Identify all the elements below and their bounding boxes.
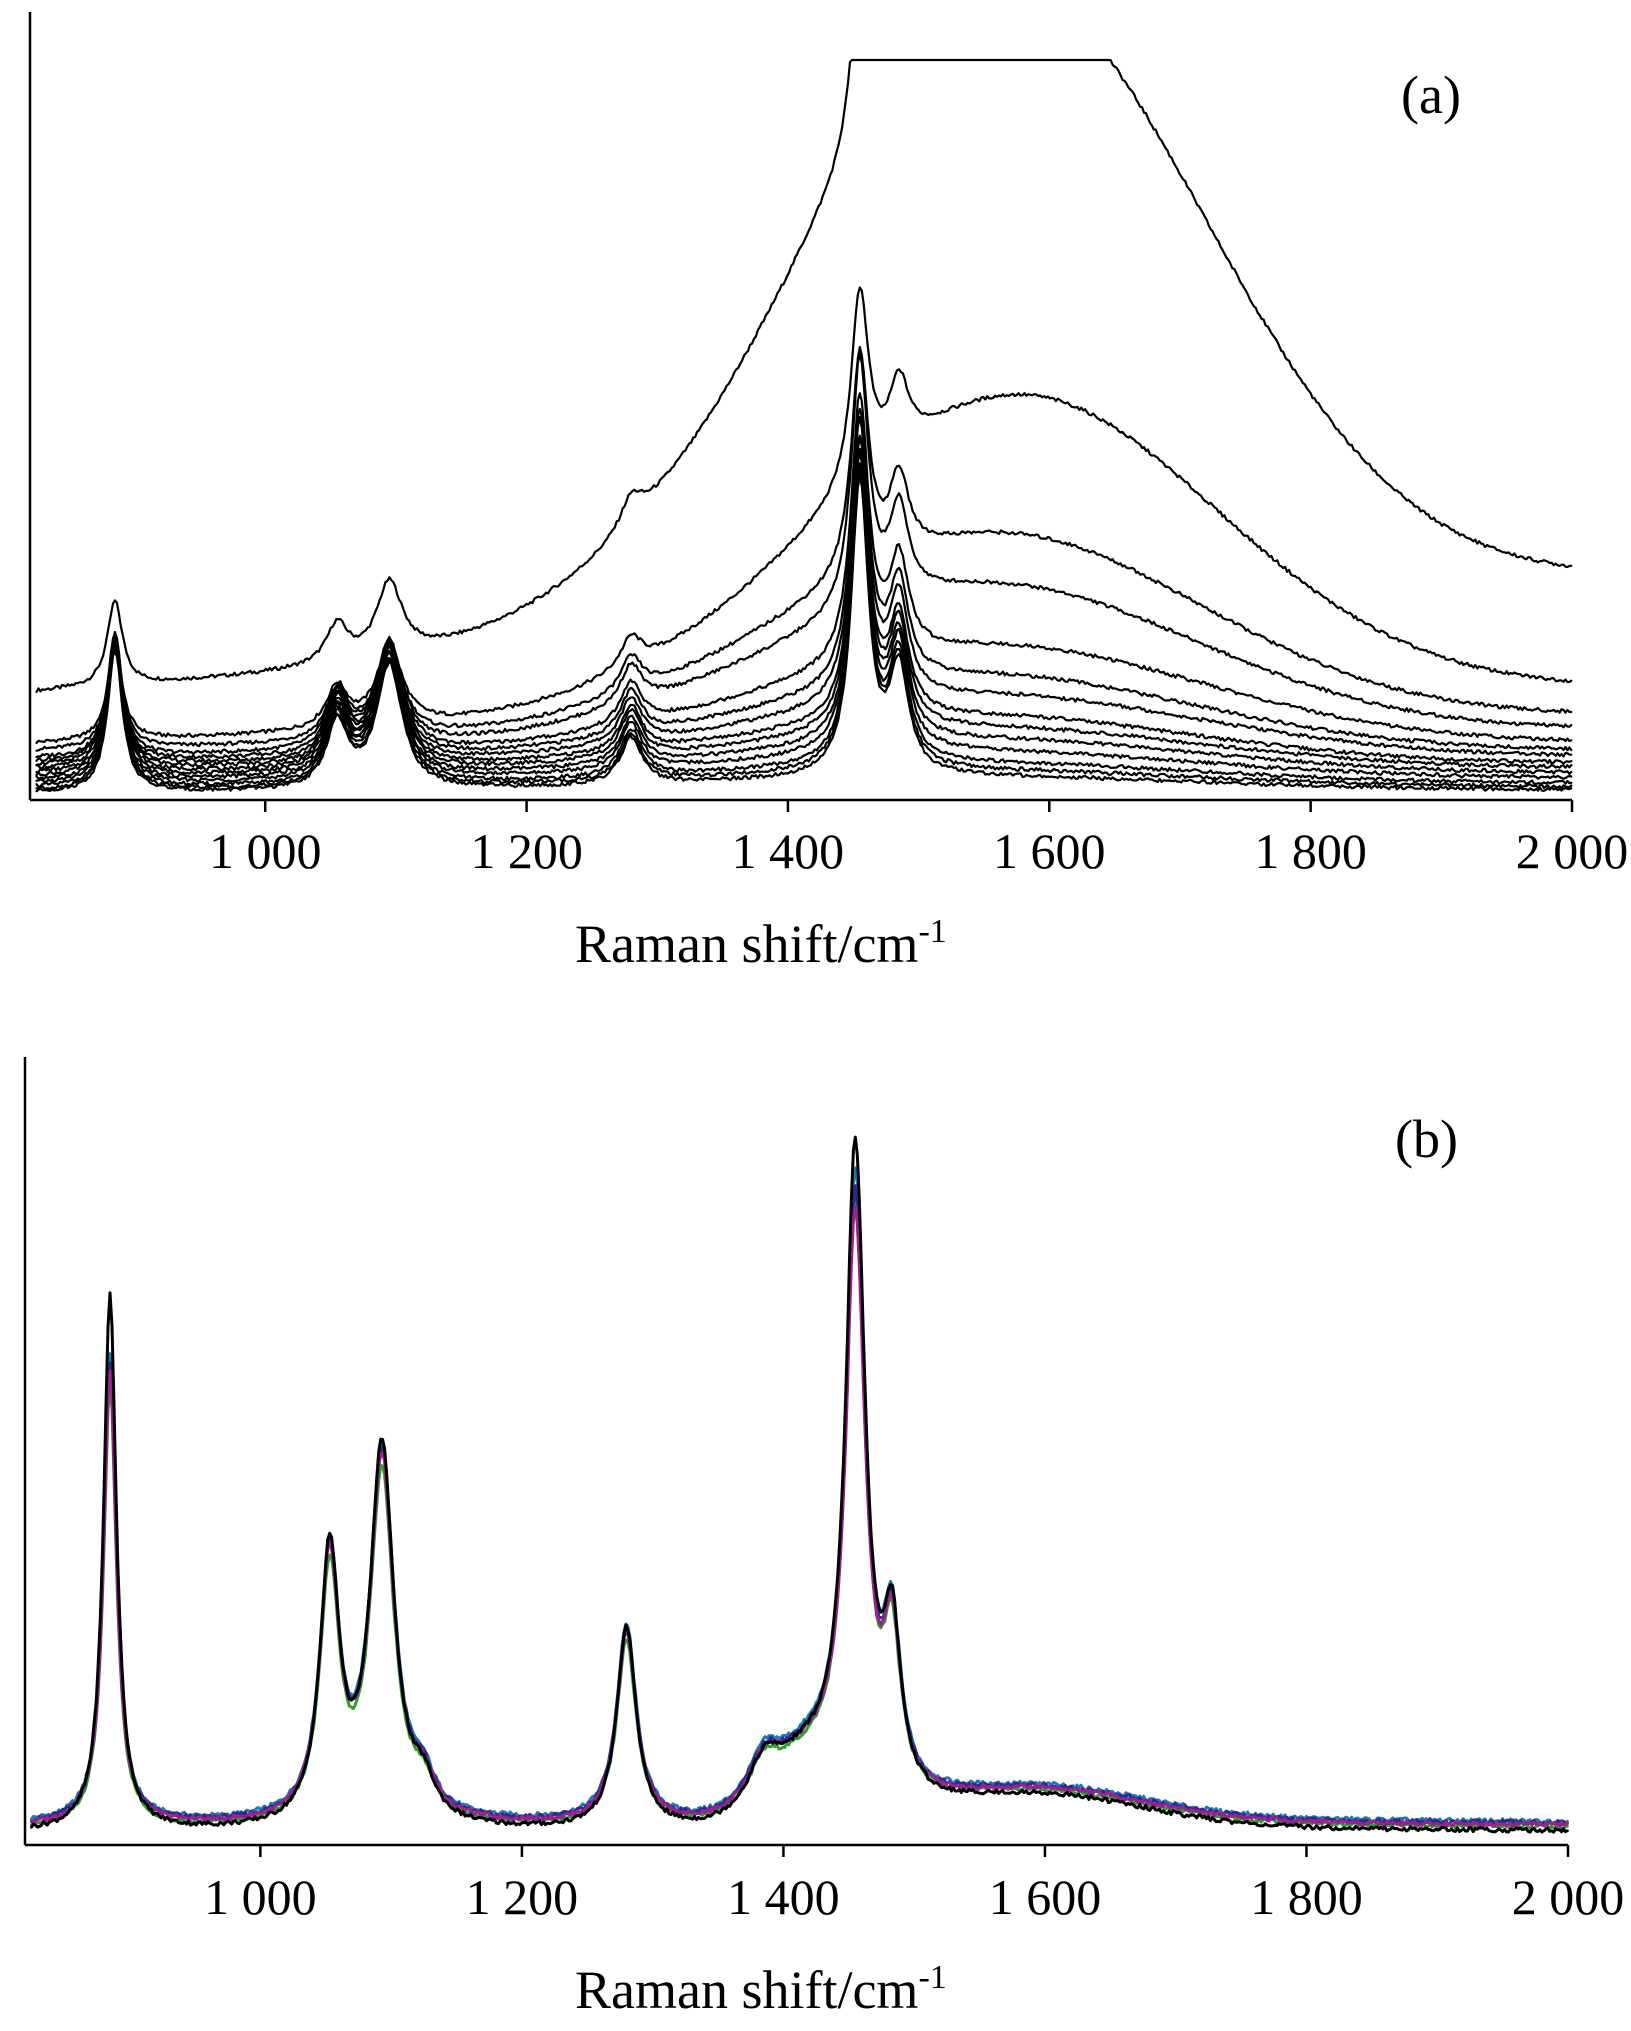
panel-a-x-tick-label: 1 600 xyxy=(993,823,1106,879)
panel-a-plot-area xyxy=(35,58,1573,793)
panel-a-spectrum-line xyxy=(35,58,1573,694)
panel-b-x-axis-title-sup: -1 xyxy=(918,1959,946,1996)
panel-a-spectrum-line xyxy=(35,434,1573,774)
panel-a-x-axis-title-text: Raman shift/cm xyxy=(575,914,918,974)
panel-a-x-tick-label: 1 000 xyxy=(209,823,322,879)
panel-a-x-tick-label: 1 200 xyxy=(470,823,583,879)
panel-b-spectrum-line xyxy=(30,1184,1569,1827)
panel-a-label: (a) xyxy=(1401,65,1461,125)
panel-a-spectrum-line xyxy=(35,407,1573,767)
panel-a-x-tick-label: 2 000 xyxy=(1516,823,1629,879)
panel-b-spectrum-line xyxy=(30,1204,1569,1828)
panel-b-plot-area xyxy=(30,1135,1569,1834)
panel-b-x-tick-label: 1 800 xyxy=(1250,1869,1363,1925)
panel-b-label: (b) xyxy=(1395,1109,1458,1169)
panel-a-spectrum-line xyxy=(35,451,1573,784)
panel-a-spectrum-line xyxy=(35,415,1573,770)
panel-a-spectrum-line xyxy=(35,353,1573,759)
panel-a-x-ticks: 1 000 1 200 1 400 1 600 1 800 2 000 xyxy=(209,800,1628,879)
panel-a-spectrum-line xyxy=(35,346,1573,752)
panel-b-chart: 1 000 1 200 1 400 1 600 1 800 2 000 (b) Raman… xyxy=(23,1057,1624,2020)
panel-a-spectrum-line xyxy=(35,447,1573,781)
panel-b-x-axis-title-text: Raman shift/cm xyxy=(575,1960,918,2020)
panel-a-x-axis-title-sup: -1 xyxy=(918,913,946,950)
panel-a-spectrum-line xyxy=(35,468,1573,791)
panel-a-chart: 1 000 1 200 1 400 1 600 1 800 2 000 (a) Raman… xyxy=(28,12,1628,974)
panel-b-spectrum-line xyxy=(30,1166,1569,1825)
panel-a-spectrum-line xyxy=(35,286,1573,745)
panel-b-x-tick-label: 2 000 xyxy=(1512,1869,1625,1925)
panel-b-x-tick-label: 1 400 xyxy=(727,1869,840,1925)
panel-b-x-tick-label: 1 600 xyxy=(989,1869,1102,1925)
panel-b-x-axis-title: Raman shift/cm-1 xyxy=(575,1959,947,2020)
panel-b-x-tick-label: 1 200 xyxy=(466,1869,579,1925)
panel-a-x-tick-label: 1 800 xyxy=(1254,823,1367,879)
panel-a-x-tick-label: 1 400 xyxy=(732,823,845,879)
panel-a-spectrum-line xyxy=(35,475,1573,793)
panel-a-x-axis-title: Raman shift/cm-1 xyxy=(575,913,947,974)
panel-a-spectrum-line xyxy=(35,462,1573,789)
panel-b-x-tick-label: 1 000 xyxy=(204,1869,317,1925)
panel-a-spectrum-line xyxy=(35,392,1573,763)
panel-a-spectrum-line xyxy=(35,437,1573,777)
panel-b-spectrum-line xyxy=(30,1135,1569,1834)
panel-b-x-ticks: 1 000 1 200 1 400 1 600 1 800 2 000 xyxy=(204,1845,1624,1925)
